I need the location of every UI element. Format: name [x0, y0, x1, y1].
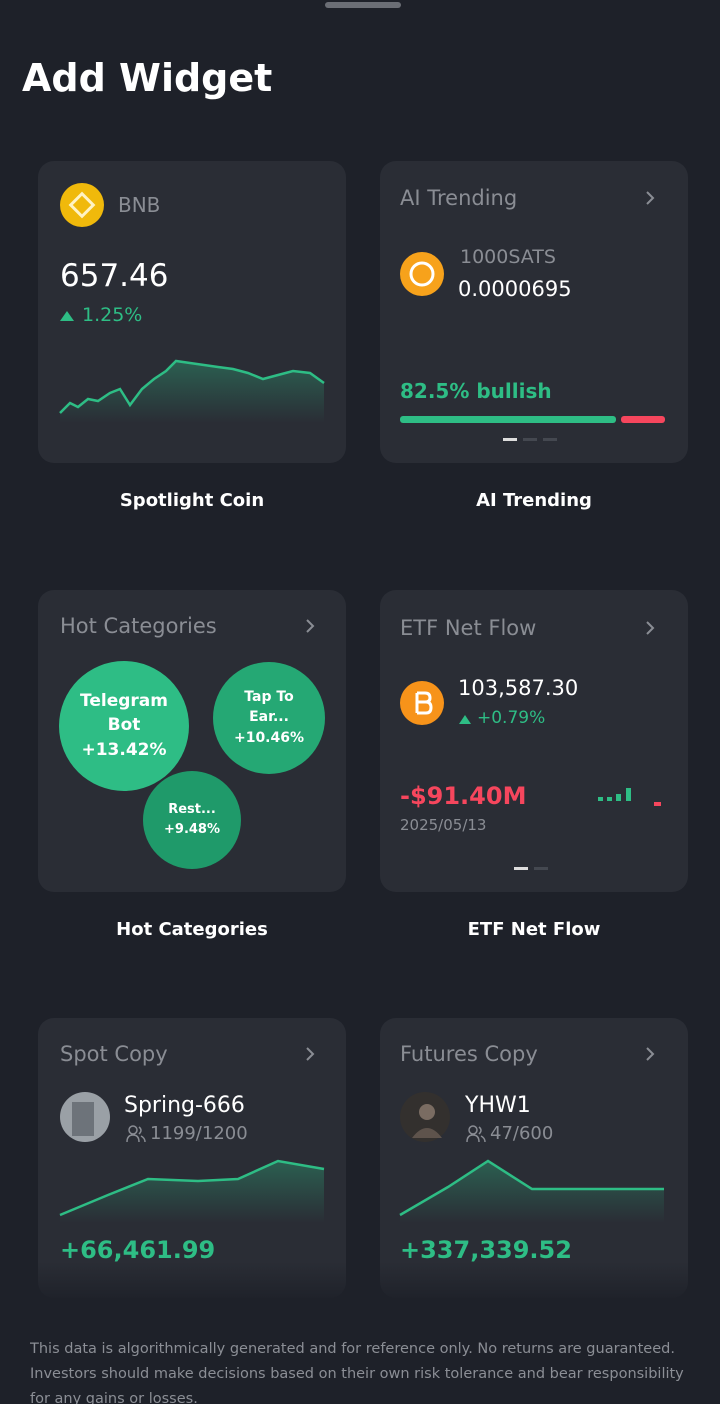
- widget-card[interactable]: [380, 590, 688, 892]
- avatar: [60, 1092, 110, 1142]
- chevron: [646, 191, 655, 205]
- widget-card[interactable]: [380, 1018, 688, 1298]
- sparkline: [399, 1159, 664, 1223]
- coin-name: 1000SATS: [460, 246, 556, 268]
- widget-title: AI Trending: [400, 186, 518, 210]
- trader-name: YHW1: [465, 1093, 531, 1118]
- followers-icon: [126, 1125, 146, 1143]
- date: 2025/05/13: [400, 816, 487, 834]
- price: 657.46: [60, 258, 169, 294]
- disclaimer: This data is algorithmically generated a…: [30, 1341, 684, 1404]
- page-dot: [514, 867, 528, 870]
- fade: [0, 1262, 720, 1312]
- widget-label: Hot Categories: [116, 919, 268, 940]
- page-dot: [534, 867, 548, 870]
- coin-icon: [400, 252, 444, 296]
- widget-label: ETF Net Flow: [467, 919, 601, 940]
- category-bubble: Rest... +9.48%: [143, 771, 241, 869]
- followers-icon: [466, 1125, 486, 1143]
- mini-bars: [598, 788, 661, 806]
- category-change: +9.48%: [164, 822, 220, 837]
- bear-bar: [621, 416, 665, 423]
- category-name: Rest...: [168, 802, 216, 817]
- handle: [325, 2, 401, 8]
- price: 0.0000695: [458, 277, 572, 301]
- page-dot: [543, 438, 557, 441]
- title: Add Widget: [22, 56, 273, 100]
- widget-label: Spotlight Coin: [119, 490, 265, 511]
- pnl: +337,339.52: [400, 1236, 572, 1264]
- pnl: +66,461.99: [60, 1236, 216, 1264]
- chevron: [646, 621, 655, 635]
- category-change: +13.42%: [81, 740, 167, 760]
- page-dot: [523, 438, 537, 441]
- page-dot: [503, 438, 517, 441]
- sentiment: 82.5% bullish: [400, 379, 552, 403]
- coin-name: BNB: [118, 193, 161, 217]
- category-change: +10.46%: [233, 730, 305, 746]
- widget-title: Spot Copy: [60, 1042, 168, 1066]
- category-bubble: Telegram Bot +13.42%: [59, 661, 189, 791]
- widget-title: Futures Copy: [400, 1042, 538, 1066]
- followers: 47/600: [490, 1123, 554, 1144]
- price: 103,587.30: [458, 676, 579, 700]
- net-flow: -$91.40M: [400, 782, 527, 810]
- trader-name: Spring-666: [124, 1093, 245, 1118]
- change: 1.25%: [82, 304, 143, 326]
- sparkline: [59, 1159, 325, 1223]
- widget-card[interactable]: [38, 1018, 346, 1298]
- chevron: [306, 619, 315, 633]
- change: +0.79%: [477, 708, 546, 728]
- category-bubble: Tap To Ear... +10.46%: [213, 662, 325, 774]
- chevron: [306, 1047, 315, 1061]
- btc-icon: [400, 681, 444, 725]
- category-name: Telegram Bot: [80, 691, 168, 735]
- sparkline: [59, 359, 325, 423]
- widget-label: AI Trending: [476, 490, 592, 511]
- up-arrow: [459, 715, 471, 724]
- widget-card[interactable]: [380, 161, 688, 463]
- coin-icon: [60, 183, 104, 227]
- widget-title: Hot Categories: [60, 614, 217, 638]
- followers: 1199/1200: [150, 1123, 248, 1144]
- category-name: Tap To Ear...: [244, 689, 294, 725]
- chevron: [646, 1047, 655, 1061]
- avatar: [400, 1092, 450, 1142]
- bull-bar: [400, 416, 616, 423]
- widget-title: ETF Net Flow: [400, 616, 537, 640]
- up-arrow: [60, 311, 74, 321]
